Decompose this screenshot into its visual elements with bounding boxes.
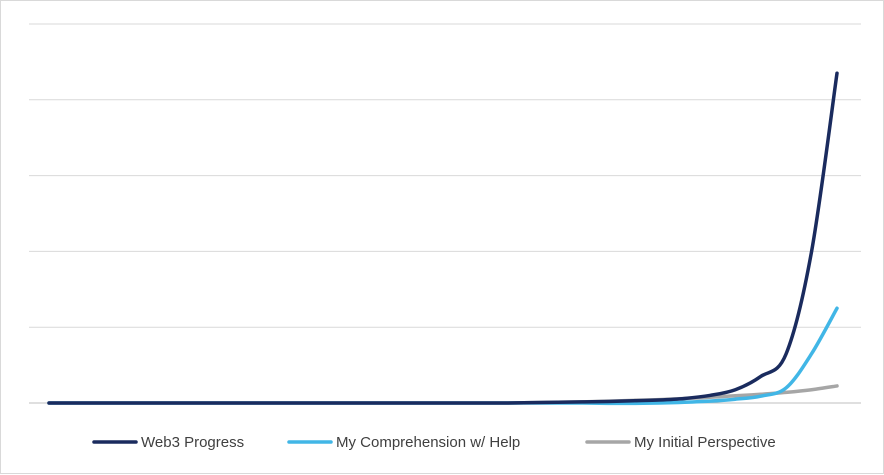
legend-label-my-initial-perspective: My Initial Perspective [634,434,776,451]
series-lines [47,71,839,406]
legend-label-web3-progress: Web3 Progress [141,434,244,451]
series-line-my-comprehension-w-help [47,306,839,406]
gridlines [29,23,861,404]
legend: Web3 Progress My Comprehension w/ Help My … [92,434,776,451]
legend-label-my-comprehension-w-help: My Comprehension w/ Help [336,434,520,451]
series-line-web3-progress [47,71,839,405]
